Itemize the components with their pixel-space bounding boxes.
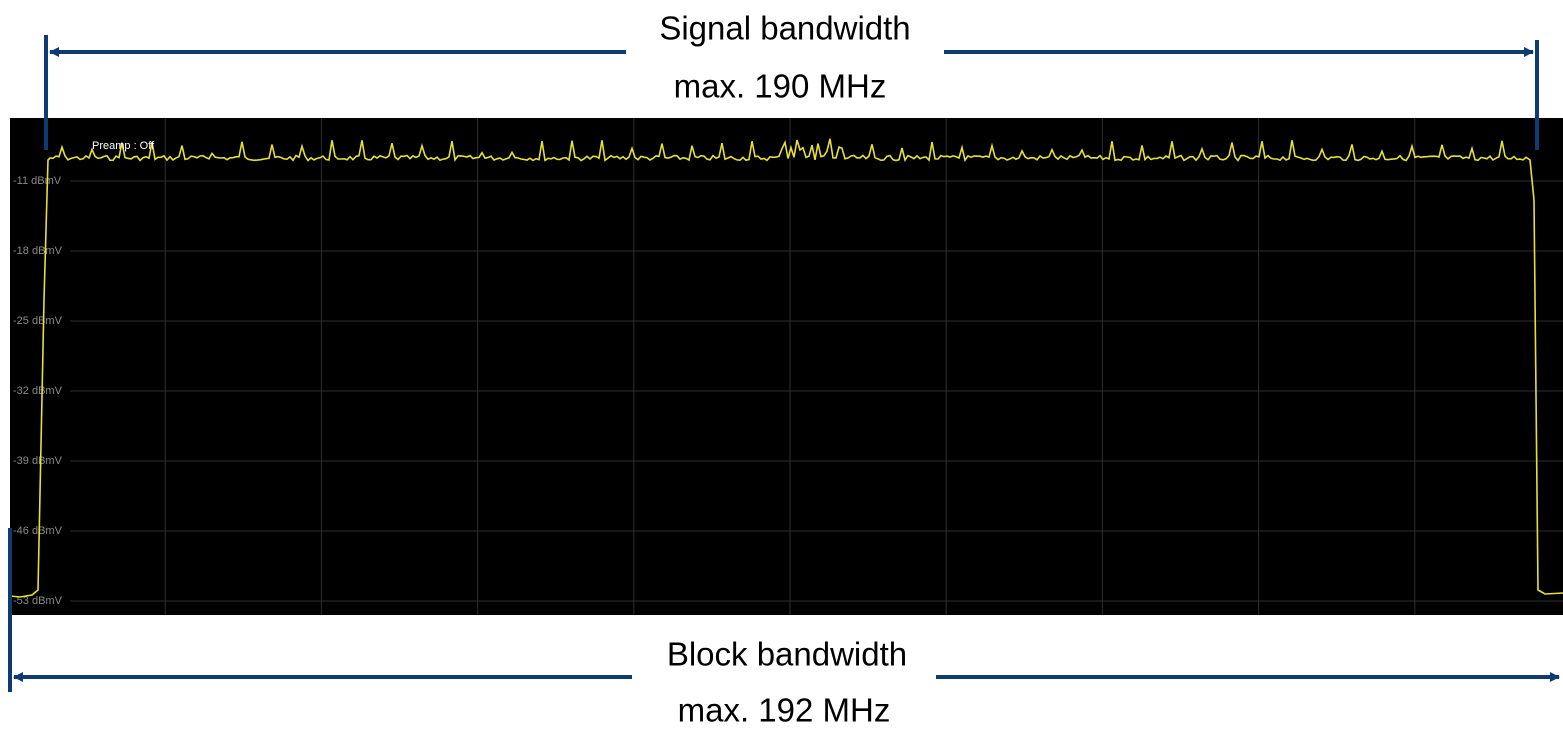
- y-axis-label: -32 dBmV: [13, 385, 63, 397]
- y-axis-label: -11 dBmV: [13, 175, 62, 187]
- page: -11 dBmV -18 dBmV -25 dBmV -32 dBmV -39 dBmV…: [0, 0, 1563, 731]
- status-label: Preamp : Off: [92, 140, 155, 152]
- annotation-title: Block bandwidth: [667, 636, 907, 673]
- annotation-limit: max. 190 MHz: [674, 68, 887, 105]
- analyzer-screen: [10, 118, 1563, 615]
- annotation-limit: max. 192 MHz: [678, 692, 891, 729]
- annotation-title: Signal bandwidth: [659, 10, 910, 47]
- y-axis-label: -39 dBmV: [13, 455, 63, 467]
- y-axis-label: -46 dBmV: [13, 525, 63, 537]
- y-axis-label: -25 dBmV: [13, 315, 63, 327]
- y-axis-label: -18 dBmV: [13, 245, 63, 257]
